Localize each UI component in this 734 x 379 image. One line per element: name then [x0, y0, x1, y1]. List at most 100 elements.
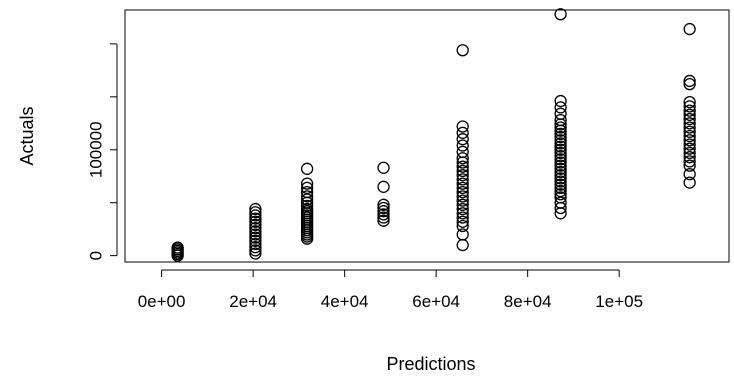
data-point	[554, 191, 567, 204]
data-point	[683, 74, 696, 88]
data-point	[554, 146, 567, 160]
data-points	[171, 8, 696, 262]
data-point	[377, 180, 390, 193]
data-point	[683, 129, 696, 143]
data-point	[683, 22, 696, 36]
data-point	[456, 202, 469, 216]
x-axis: 0e+00 2e+04 4e+04 6e+04 8e+04 1e+05	[138, 269, 643, 311]
plot-frame	[124, 9, 730, 263]
data-point	[249, 247, 262, 260]
data-point	[249, 206, 262, 219]
data-point	[683, 167, 696, 181]
y-axis-title: Actuals	[17, 106, 37, 165]
data-point	[300, 185, 314, 199]
x-tick-label: 8e+04	[504, 292, 552, 311]
data-point	[554, 184, 567, 198]
data-point	[300, 181, 314, 195]
data-point	[456, 44, 469, 57]
data-point	[456, 145, 469, 159]
data-point	[456, 152, 469, 165]
data-point	[456, 126, 469, 139]
data-point	[377, 214, 390, 227]
data-point	[456, 198, 469, 211]
data-point	[300, 162, 314, 175]
data-point	[554, 130, 567, 144]
data-point	[554, 94, 567, 108]
data-point	[300, 199, 314, 213]
data-point	[456, 228, 469, 241]
y-tick-label: 0	[86, 251, 105, 260]
data-point	[554, 127, 567, 141]
data-point	[554, 153, 567, 166]
data-point	[554, 178, 567, 191]
data-point	[683, 100, 696, 113]
data-point	[171, 241, 184, 254]
data-point	[456, 133, 469, 146]
data-point	[683, 77, 696, 91]
data-point	[249, 234, 262, 247]
data-point	[554, 143, 567, 156]
data-point	[554, 156, 567, 169]
data-point	[249, 221, 262, 235]
x-axis-title: Predictions	[386, 354, 475, 374]
data-point	[249, 231, 262, 244]
data-point	[456, 139, 469, 152]
data-point	[249, 215, 262, 228]
data-point	[554, 149, 567, 163]
data-point	[456, 219, 469, 233]
data-point	[300, 202, 314, 216]
data-point	[300, 190, 314, 203]
data-point	[249, 202, 262, 216]
data-point	[683, 155, 696, 168]
data-point	[249, 237, 262, 251]
data-point	[456, 169, 469, 182]
x-tick-label: 4e+04	[321, 292, 369, 311]
data-point	[554, 162, 567, 175]
data-point	[683, 112, 696, 126]
data-point	[249, 212, 262, 225]
data-point	[554, 159, 567, 172]
data-point	[456, 181, 469, 195]
data-point	[249, 241, 262, 254]
data-point	[249, 209, 262, 222]
x-tick-label: 0e+00	[138, 292, 186, 311]
data-point	[456, 160, 469, 173]
data-point	[456, 173, 469, 186]
data-point	[683, 138, 696, 151]
data-point	[456, 185, 469, 199]
data-point	[683, 151, 696, 164]
data-point	[249, 225, 262, 238]
data-point	[683, 121, 696, 134]
data-point	[249, 228, 262, 241]
data-point	[456, 120, 469, 133]
y-tick-label: 100000	[86, 121, 105, 178]
data-point	[683, 159, 696, 172]
data-point	[377, 211, 390, 224]
data-point	[554, 101, 567, 114]
data-point	[683, 108, 696, 121]
data-point	[554, 134, 567, 147]
x-tick-label: 2e+04	[229, 292, 277, 311]
data-point	[456, 215, 469, 228]
data-point	[554, 140, 567, 153]
data-point	[683, 134, 696, 147]
y-axis: 0 100000	[86, 43, 118, 260]
data-point	[377, 161, 390, 174]
data-point	[554, 165, 567, 179]
data-point	[554, 175, 567, 188]
data-point	[377, 198, 390, 211]
data-point	[456, 164, 469, 178]
data-point	[377, 205, 390, 218]
data-point	[683, 95, 696, 109]
data-point	[300, 177, 314, 190]
data-point	[683, 176, 696, 189]
data-point	[377, 201, 390, 215]
data-point	[683, 117, 696, 130]
data-point	[554, 181, 567, 195]
data-point	[554, 169, 567, 182]
data-point	[456, 238, 469, 252]
data-point	[554, 188, 567, 201]
data-point	[554, 107, 567, 120]
data-point	[249, 244, 262, 257]
